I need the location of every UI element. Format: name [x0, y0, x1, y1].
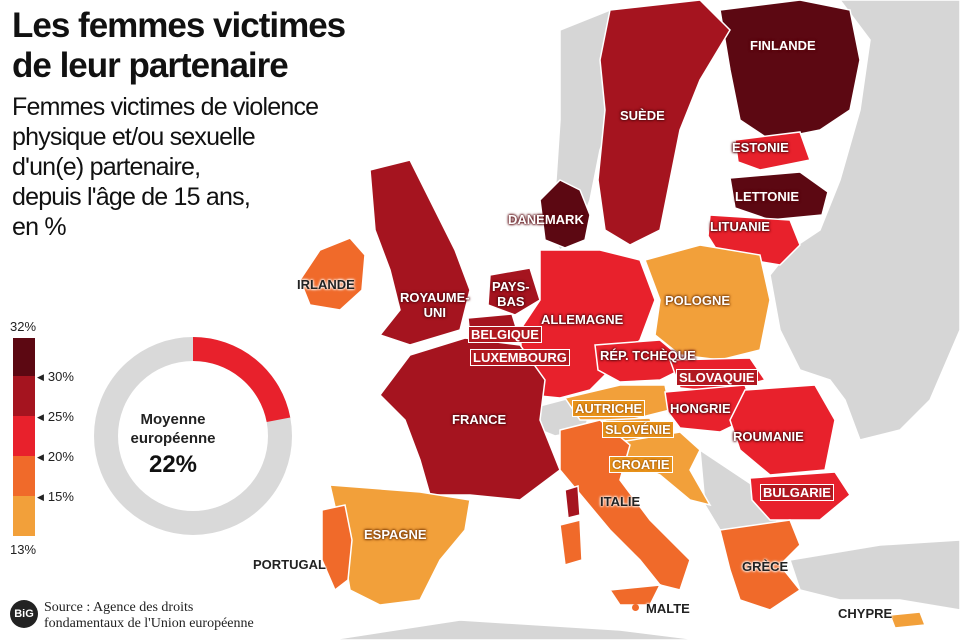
map-title: Les femmes victimes de leur partenaire	[12, 6, 346, 86]
label-portugal: PORTUGAL	[253, 557, 326, 572]
label-france: FRANCE	[452, 412, 507, 427]
legend-tick: 15%	[37, 489, 74, 504]
label-lithuania: LITUANIE	[710, 219, 770, 234]
sicily-shape	[608, 584, 662, 606]
label-estonia: ESTONIE	[732, 140, 789, 155]
sardinia-shape	[559, 519, 583, 566]
label-malta: MALTE	[646, 601, 690, 616]
average-donut	[94, 337, 292, 535]
label-austria: AUTRICHE	[572, 400, 646, 417]
czech-shape	[594, 339, 692, 383]
label-romania: ROUMANIE	[733, 429, 804, 444]
label-greece: GRÈCE	[742, 559, 789, 574]
legend-tick: 25%	[37, 409, 74, 424]
ireland-shape	[299, 237, 366, 311]
uk-shape	[369, 159, 471, 346]
label-netherlands: PAYS- BAS	[492, 279, 530, 309]
subtitle-line: d'un(e) partenaire,	[12, 153, 201, 181]
label-sweden: SUÈDE	[620, 108, 665, 123]
label-line: ROYAUME-	[400, 290, 470, 305]
label-spain: ESPAGNE	[364, 527, 427, 542]
legend-swatch	[13, 376, 35, 416]
finland-shape	[719, 0, 861, 141]
latvia-shape	[729, 171, 829, 221]
estonia-shape	[734, 131, 811, 171]
title-line: Les femmes victimes	[12, 6, 346, 45]
legend-swatch	[13, 338, 35, 376]
label-ireland: IRLANDE	[297, 277, 355, 292]
source-line: fondamentaux de l'Union européenne	[44, 616, 254, 631]
legend-tick: 30%	[37, 369, 74, 384]
title-line: de leur partenaire	[12, 46, 289, 85]
average-label-line: européenne	[130, 430, 216, 447]
average-label-line: Moyenne	[140, 411, 206, 428]
label-slovenia: SLOVÉNIE	[602, 421, 674, 438]
legend-max-label: 32%	[10, 319, 37, 334]
legend-tick: 20%	[37, 449, 74, 464]
label-united-kingdom: ROYAUME- UNI	[400, 290, 470, 320]
label-cyprus: CHYPRE	[838, 606, 893, 621]
source-line: Source : Agence des droits	[44, 600, 194, 615]
russia-belarus-ukraine-land	[769, 0, 960, 441]
label-denmark: DANEMARK	[508, 212, 584, 227]
label-slovakia: SLOVAQUIE	[676, 369, 758, 386]
label-czech-republic: RÉP. TCHÈQUE	[600, 348, 696, 363]
turkey-land	[789, 539, 960, 611]
subtitle-line: en %	[12, 213, 67, 241]
label-line: UNI	[423, 305, 446, 320]
label-line: BAS	[497, 294, 525, 309]
label-latvia: LETTONIE	[735, 189, 800, 204]
label-line: PAYS-	[492, 279, 530, 294]
legend-swatch	[13, 496, 35, 536]
corsica-shape	[564, 485, 581, 519]
france-shape	[379, 337, 561, 501]
label-bulgaria: BULGARIE	[760, 484, 834, 501]
poland-shape	[644, 244, 771, 361]
label-belgium: BELGIQUE	[468, 326, 542, 343]
source-note: Source : Agence des droits fondamentaux …	[44, 600, 254, 632]
legend-min-label: 13%	[10, 542, 37, 557]
subtitle-line: Femmes victimes de violence	[12, 93, 319, 121]
sweden-shape	[597, 0, 731, 246]
label-poland: POLOGNE	[665, 293, 731, 308]
netherlands-shape	[487, 267, 541, 316]
average-label: Moyenne européenne	[118, 410, 228, 448]
subtitle-line: depuis l'âge de 15 ans,	[12, 183, 251, 211]
portugal-shape	[321, 504, 353, 592]
denmark-shape	[539, 179, 591, 249]
average-value: 22%	[148, 451, 198, 478]
legend-color-scale	[13, 338, 35, 536]
label-croatia: CROATIE	[609, 456, 673, 473]
label-italy: ITALIE	[600, 494, 641, 509]
label-germany: ALLEMAGNE	[541, 312, 624, 327]
romania-shape	[729, 384, 836, 476]
label-hungary: HONGRIE	[670, 401, 731, 416]
logo: BiG	[10, 600, 38, 628]
subtitle-line: physique et/ou sexuelle	[12, 123, 256, 151]
north-africa-land	[329, 619, 701, 640]
label-finland: FINLANDE	[750, 38, 816, 53]
label-luxembourg: LUXEMBOURG	[470, 349, 570, 366]
cyprus-shape	[888, 611, 927, 629]
italy-shape	[559, 419, 691, 591]
map-subtitle: Femmes victimes de violence physique et/…	[12, 92, 319, 242]
malta-marker	[632, 604, 639, 611]
legend-swatch	[13, 456, 35, 496]
greece-shape	[719, 519, 802, 611]
legend-swatch	[13, 416, 35, 456]
